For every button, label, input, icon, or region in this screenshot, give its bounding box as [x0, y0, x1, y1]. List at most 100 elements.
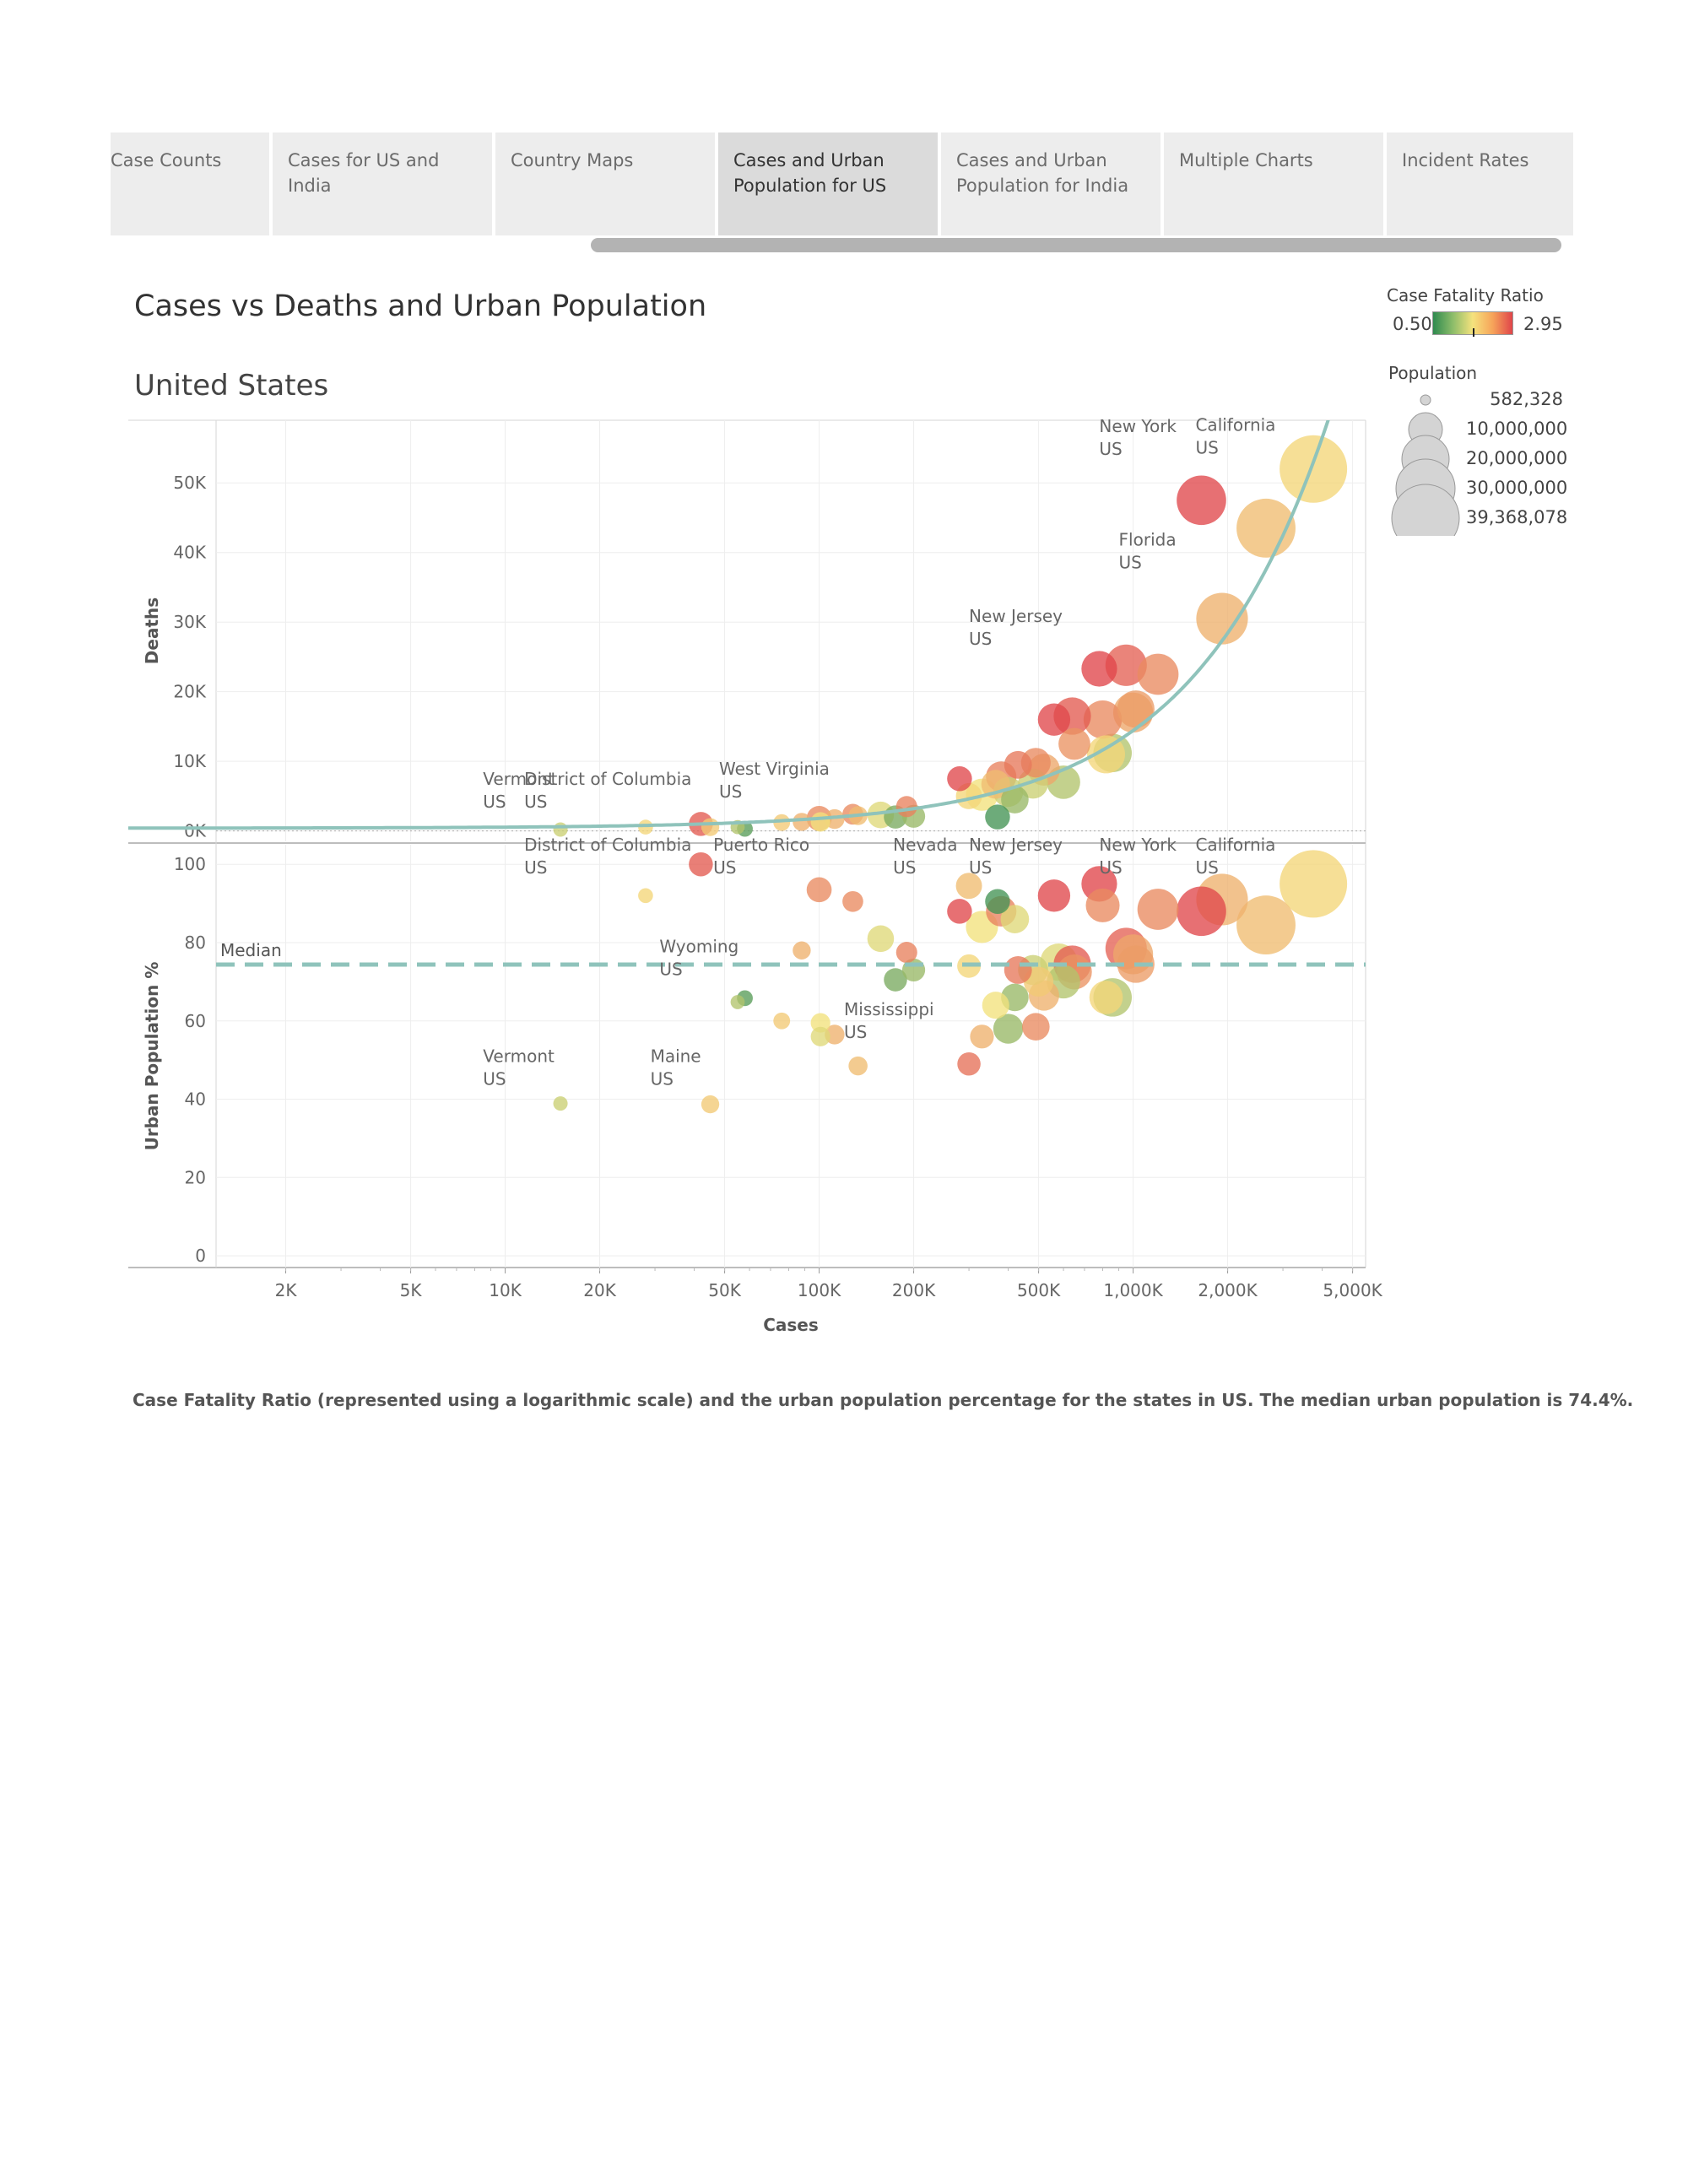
y-tick-label: 40: [185, 1089, 206, 1110]
annotation-line: US: [713, 857, 736, 878]
y-tick-label: 50K: [173, 473, 206, 493]
point-annotation: Nevada US: [893, 835, 957, 878]
annotation-line: US: [844, 1022, 867, 1042]
data-point: [982, 992, 1009, 1019]
data-point: [553, 1096, 568, 1111]
pop-legend-label: 20,000,000: [1466, 448, 1568, 468]
x-tick-label: 5,000K: [1323, 1280, 1382, 1300]
point-annotation: New Jersey US: [969, 606, 1063, 649]
y-tick-label: 20K: [173, 682, 206, 702]
data-point: [1083, 700, 1123, 739]
cfr-legend-min: 0.50: [1393, 314, 1432, 334]
data-point: [1137, 889, 1179, 930]
tab-cases-us-india[interactable]: Cases for US and India: [273, 132, 492, 235]
tab-country-maps[interactable]: Country Maps: [495, 132, 715, 235]
cfr-legend-title: Case Fatality Ratio: [1387, 285, 1544, 305]
annotation-line: West Virginia: [719, 759, 830, 779]
annotation-line: Vermont: [483, 769, 555, 789]
annotation-line: US: [893, 857, 916, 878]
annotation-line: Wyoming: [659, 937, 738, 957]
data-point: [773, 1012, 791, 1030]
data-point: [1196, 592, 1248, 645]
data-point: [1117, 690, 1155, 728]
data-point: [985, 804, 1010, 830]
data-point: [1001, 786, 1029, 814]
annotation-line: US: [719, 781, 742, 802]
data-point: [1105, 644, 1147, 686]
data-point: [1022, 1013, 1050, 1041]
x-tick-label: 200K: [892, 1280, 936, 1300]
pop-legend-circle: [1420, 394, 1431, 406]
x-tick-label: 1,000K: [1103, 1280, 1163, 1300]
x-tick-label: 2,000K: [1198, 1280, 1258, 1300]
annotation-line: US: [969, 857, 992, 878]
x-tick-label: 5K: [400, 1280, 423, 1300]
median-label: Median: [220, 940, 282, 960]
point-annotation: Vermont US: [483, 1046, 555, 1089]
data-point: [1087, 735, 1126, 774]
annotation-line: New Jersey: [969, 606, 1063, 626]
data-point: [993, 1014, 1024, 1044]
x-axis-title: Cases: [763, 1315, 819, 1335]
data-point: [970, 1024, 994, 1049]
population-legend-title: Population: [1388, 363, 1478, 383]
population-legend-circles: [1391, 394, 1460, 536]
data-point: [848, 1056, 868, 1076]
pop-legend-label: 30,000,000: [1466, 478, 1568, 498]
annotation-line: US: [1099, 857, 1122, 878]
data-point: [895, 942, 917, 964]
page-title: Cases vs Deaths and Urban Population: [134, 289, 707, 323]
data-point: [1037, 879, 1071, 912]
data-point: [1037, 703, 1071, 736]
point-annotation: California US: [1195, 835, 1275, 878]
pop-legend-label: 10,000,000: [1466, 419, 1568, 439]
tab-incident-rates[interactable]: Incident Rates: [1387, 132, 1573, 235]
data-point: [1089, 981, 1123, 1014]
data-point: [689, 851, 713, 877]
data-point: [1280, 850, 1348, 918]
dashboard-tab-bar: Case Counts Cases for US and India Count…: [111, 132, 1587, 235]
annotation-line: Vermont: [483, 1046, 555, 1066]
point-annotation: New York US: [1099, 835, 1177, 878]
data-point: [842, 890, 863, 912]
y-axis-title: Deaths: [142, 597, 162, 664]
annotation-line: District of Columbia: [524, 835, 691, 855]
point-annotation: California US: [1195, 414, 1275, 457]
annotation-line: District of Columbia: [524, 769, 691, 789]
tab-cases-urban-india[interactable]: Cases and Urban Population for India: [941, 132, 1160, 235]
data-point: [1085, 888, 1120, 922]
panel-urban: 0 20 40 60 80 100 Urban Population % Median Dist…: [142, 835, 1366, 1266]
tab-multiple-charts[interactable]: Multiple Charts: [1164, 132, 1383, 235]
tab-case-counts[interactable]: Case Counts: [111, 132, 269, 235]
y-tick-label: 0K: [184, 821, 207, 841]
data-point: [957, 1052, 981, 1076]
trend-line: [128, 420, 1330, 830]
x-tick-label: 100K: [798, 1280, 841, 1300]
y-tick-label: 0: [195, 1246, 206, 1266]
data-point: [1058, 727, 1090, 760]
annotation-line: US: [1119, 552, 1142, 572]
annotation-line: US: [1195, 857, 1218, 878]
data-point: [884, 968, 907, 992]
data-point: [1177, 886, 1226, 937]
point-annotation: Mississippi US: [844, 999, 934, 1042]
annotation-line: Florida: [1119, 529, 1177, 549]
data-point: [1177, 475, 1226, 526]
data-point: [1004, 750, 1032, 779]
data-point: [1000, 905, 1030, 933]
point-annotation: Puerto Rico US: [713, 835, 809, 878]
tab-cases-urban-us[interactable]: Cases and Urban Population for US: [718, 132, 938, 235]
cfr-ramp-tick: [1473, 328, 1474, 337]
data-point: [947, 766, 972, 792]
annotation-line: US: [1195, 437, 1218, 457]
tab-scrollbar[interactable]: [591, 238, 1561, 252]
annotation-line: US: [524, 792, 547, 812]
data-point: [1280, 435, 1348, 503]
data-point: [895, 796, 917, 818]
page-subtitle: United States: [134, 369, 329, 403]
y-tick-label: 10K: [173, 751, 206, 771]
data-point: [793, 941, 811, 960]
data-point: [1137, 653, 1179, 695]
point-annotation: Vermont US: [483, 769, 555, 812]
